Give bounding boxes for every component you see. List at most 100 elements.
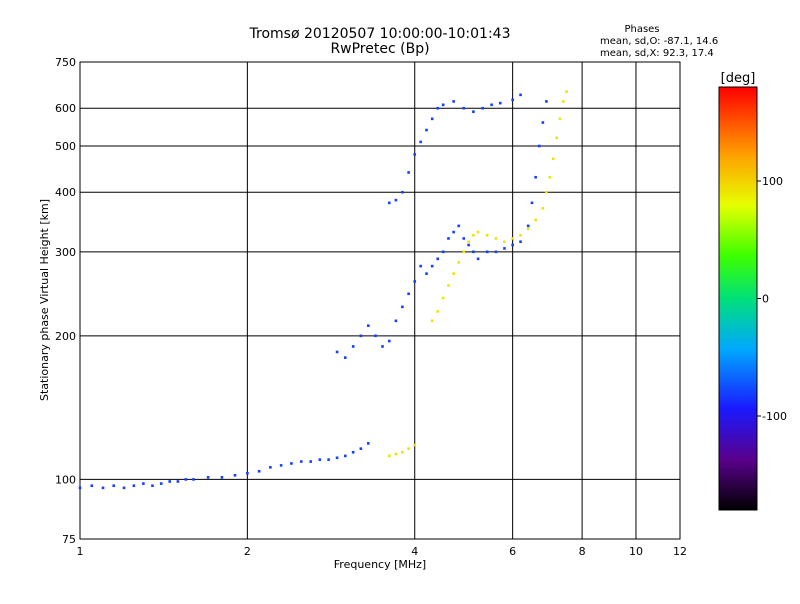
data-point-X (494, 237, 498, 240)
data-point-O (530, 201, 534, 205)
data-point-X (558, 117, 562, 121)
data-point-O (541, 121, 545, 124)
data-point-O (519, 93, 522, 97)
data-point-O (78, 486, 82, 490)
data-point-O (351, 450, 355, 454)
data-point-X (476, 230, 480, 234)
data-point-X (503, 240, 506, 244)
colorbar-tick-label: 100 (762, 175, 783, 188)
data-point-X (472, 233, 475, 237)
y-tick-label: 600 (55, 102, 76, 115)
data-point-O (425, 128, 428, 132)
data-point-O (112, 484, 116, 488)
data-point-O (269, 466, 272, 469)
data-point-O (101, 486, 105, 490)
data-point-X (555, 136, 558, 140)
x-tick-label: 2 (244, 545, 251, 558)
x-tick-label: 8 (579, 545, 586, 558)
data-point-O (381, 345, 384, 348)
data-point-X (457, 261, 461, 264)
data-point-O (441, 250, 445, 254)
data-point-O (462, 106, 466, 110)
data-point-X (534, 218, 537, 222)
data-point-O (387, 201, 391, 205)
data-point-O (351, 345, 355, 348)
data-point-O (476, 257, 480, 261)
data-point-O (184, 478, 188, 481)
data-point-O (279, 464, 283, 467)
plot-area (79, 61, 681, 540)
data-point-X (541, 207, 545, 210)
data-point-O (401, 305, 404, 309)
data-point-X (565, 90, 568, 93)
data-point-X (401, 450, 404, 454)
data-point-O (452, 100, 455, 103)
data-point-X (462, 250, 466, 254)
data-point-O (343, 454, 347, 458)
data-point-O (545, 100, 548, 103)
chart-title: Tromsø 20120507 10:00:00-10:01:43 (249, 26, 511, 42)
data-point-O (485, 250, 489, 254)
data-point-O (176, 480, 180, 483)
data-point-O (467, 243, 470, 247)
data-point-O (519, 240, 522, 244)
data-point-O (441, 103, 445, 107)
data-point-X (526, 227, 530, 231)
data-point-X (485, 233, 489, 237)
data-point-O (394, 198, 398, 202)
data-point-O (534, 175, 537, 179)
data-point-O (511, 98, 514, 102)
data-point-X (545, 190, 548, 194)
data-point-O (413, 280, 417, 283)
data-point-O (419, 264, 422, 268)
data-point-O (472, 250, 475, 254)
data-point-O (374, 334, 377, 338)
data-point-O (401, 190, 404, 194)
data-point-O (257, 469, 261, 473)
data-point-O (472, 110, 475, 114)
data-point-X (447, 284, 450, 287)
data-point-O (327, 458, 330, 461)
data-point-X (551, 157, 555, 161)
data-point-X (407, 447, 410, 450)
y-tick-label: 400 (55, 186, 76, 199)
data-point-O (122, 486, 126, 490)
data-point-O (430, 117, 434, 121)
data-point-O (309, 460, 313, 463)
data-point-O (490, 103, 493, 107)
data-point-O (246, 471, 249, 475)
data-point-O (413, 153, 417, 156)
data-point-X (441, 296, 445, 300)
data-point-O (537, 144, 541, 148)
x-tick-label: 4 (411, 545, 418, 558)
data-point-O (318, 458, 322, 461)
data-point-X (430, 319, 434, 323)
data-point-O (498, 101, 502, 105)
y-tick-label: 500 (55, 140, 76, 153)
data-point-O (233, 474, 237, 477)
x-axis-label: Frequency [MHz] (334, 558, 426, 571)
data-point-X (394, 452, 398, 456)
data-point-O (452, 230, 455, 234)
data-point-O (335, 350, 339, 354)
data-point-X (519, 233, 522, 237)
phases-x-stats: mean, sd,X: 92.3, 17.4 (600, 48, 714, 59)
colorbar (718, 86, 758, 511)
data-point-O (494, 250, 498, 254)
data-point-O (220, 476, 224, 479)
x-tick-label: 1 (77, 545, 84, 558)
phases-o-stats: mean, sd,O: -87.1, 14.6 (600, 36, 718, 47)
data-point-O (430, 264, 434, 268)
data-point-O (192, 478, 195, 481)
data-point-O (447, 237, 450, 240)
data-point-O (359, 334, 363, 338)
data-point-X (467, 240, 470, 244)
data-point-X (452, 272, 455, 275)
x-tick-label: 10 (629, 545, 643, 558)
phases-title: Phases (624, 24, 659, 35)
data-point-X (511, 237, 514, 240)
colorbar-ticks: 100 0 -100 (757, 175, 787, 423)
data-points (78, 90, 568, 490)
data-point-O (290, 462, 293, 465)
data-point-X (561, 100, 565, 103)
